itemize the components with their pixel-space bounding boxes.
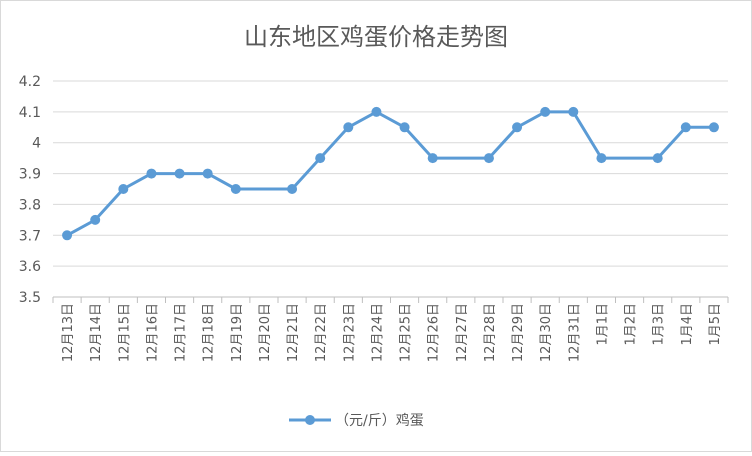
x-tick-label: 12月21日 xyxy=(286,303,301,362)
x-tick-label: 12月27日 xyxy=(455,303,470,362)
gridlines xyxy=(53,80,728,298)
x-tick-label: 1月5日 xyxy=(708,303,723,346)
data-point xyxy=(62,230,73,241)
x-tick-label: 12月23日 xyxy=(342,303,357,362)
y-axis-ticks: 3.5 3.6 3.7 3.8 3.9 4 4.1 4.2 xyxy=(19,74,41,306)
legend-marker xyxy=(305,415,315,425)
x-tick-label: 12月15日 xyxy=(117,303,132,362)
data-point xyxy=(202,168,213,179)
x-tick-label: 12月28日 xyxy=(483,303,498,362)
x-tick-label: 12月18日 xyxy=(202,303,217,362)
y-tick-label: 4.2 xyxy=(19,74,41,90)
y-tick-label: 3.5 xyxy=(19,290,41,306)
x-tick-label: 12月19日 xyxy=(230,303,245,362)
y-tick-label: 4.1 xyxy=(19,105,41,121)
x-tick-label: 12月24日 xyxy=(370,303,385,362)
data-point xyxy=(118,184,129,194)
data-point xyxy=(540,106,551,117)
x-tick-label: 12月17日 xyxy=(174,303,189,362)
y-tick-label: 4 xyxy=(32,136,41,152)
legend-label: （元/斤）鸡蛋 xyxy=(335,412,424,429)
x-tick-label: 1月2日 xyxy=(624,303,639,346)
data-point xyxy=(287,184,298,194)
data-point xyxy=(343,122,354,133)
data-point xyxy=(512,122,523,133)
data-point xyxy=(427,153,438,164)
x-tick-label: 12月31日 xyxy=(567,303,582,362)
data-point xyxy=(90,214,101,225)
x-tick-label: 12月16日 xyxy=(145,303,160,362)
x-tick-label: 12月30日 xyxy=(539,303,554,362)
x-tick-label: 1月3日 xyxy=(652,303,667,346)
y-tick-label: 3.9 xyxy=(19,167,41,183)
data-point xyxy=(652,153,663,164)
x-tick-label: 1月1日 xyxy=(595,303,610,346)
chart-title: 山东地区鸡蛋价格走势图 xyxy=(244,23,508,51)
data-point xyxy=(230,184,241,194)
data-point xyxy=(174,168,185,179)
data-point xyxy=(596,153,607,164)
data-point xyxy=(483,153,494,164)
x-tick-label: 12月22日 xyxy=(314,303,329,362)
x-tick-label: 12月20日 xyxy=(258,303,273,362)
data-point xyxy=(708,122,719,133)
x-axis: 12月13日 12月14日 12月15日 12月16日 12月17日 12月18日 12月1… xyxy=(52,296,729,362)
x-tick-label: 12月25日 xyxy=(399,303,414,362)
x-tick-label: 12月29日 xyxy=(511,303,526,362)
data-point xyxy=(399,122,410,133)
series-layer xyxy=(62,106,719,241)
x-tick-label: 1月4日 xyxy=(680,303,695,346)
data-point xyxy=(146,168,157,179)
x-tick-label: 12月26日 xyxy=(427,303,442,362)
y-tick-label: 3.7 xyxy=(19,228,41,244)
data-point xyxy=(371,106,382,117)
data-point xyxy=(315,153,326,164)
data-point xyxy=(568,106,579,117)
x-tick-label: 12月13日 xyxy=(61,303,76,362)
y-tick-label: 3.8 xyxy=(19,197,41,213)
y-tick-label: 3.6 xyxy=(19,259,41,275)
legend[interactable]: （元/斤）鸡蛋 xyxy=(289,412,424,429)
x-tick-label: 12月14日 xyxy=(89,303,104,362)
data-point xyxy=(680,122,691,133)
